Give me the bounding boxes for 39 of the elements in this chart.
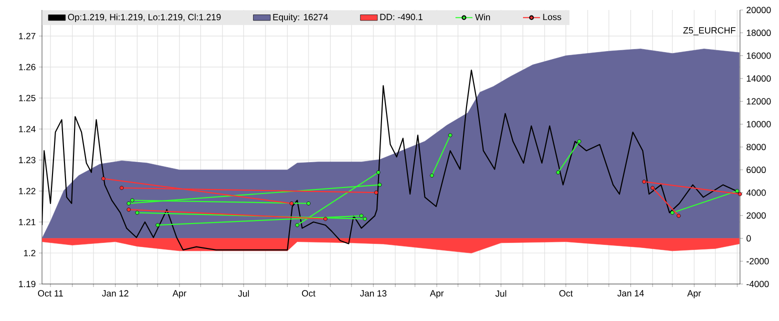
- x-tick-label: Apr: [430, 290, 444, 298]
- x-tick-label: Jan 12: [102, 290, 128, 297]
- y2-tick-label: 4000: [746, 189, 766, 196]
- legend-label: DD: -490.1: [380, 14, 422, 20]
- y-tick-label: 1.23: [19, 156, 36, 164]
- x-tick-label: Jul: [495, 290, 506, 297]
- y2-tick-label: 18000: [746, 30, 771, 36]
- y-tick-label: 1.24: [19, 126, 36, 132]
- y2-tick-label: 2000: [746, 212, 766, 219]
- y2-tick-label: 16000: [746, 52, 771, 59]
- x-tick-label: Jan 13: [360, 290, 386, 297]
- y2-tick-label: 8000: [746, 144, 766, 150]
- y2-tick-label: -4000: [746, 280, 769, 288]
- y2-tick-label: 10000: [746, 120, 771, 128]
- x-tick-label: Apr: [172, 290, 186, 298]
- x-tick-label: Apr: [687, 290, 702, 298]
- x-tick-label: Oct: [302, 290, 316, 297]
- y2-tick-label: -2000: [746, 258, 769, 264]
- legend-label: Equity: 16274: [273, 14, 328, 22]
- y-tick-label: 1.25: [19, 94, 36, 102]
- text: Z5_EURCHF: [683, 27, 736, 36]
- x-tick-label: Oct 11: [38, 290, 63, 297]
- y-tick-label: 1.22: [19, 188, 36, 194]
- legend-label: Loss: [543, 14, 562, 20]
- y2-tick-label: 20000: [746, 6, 771, 14]
- y2-tick-label: 6000: [746, 166, 766, 174]
- y-tick-label: 1.26: [19, 64, 36, 70]
- x-tick-label: Jan 14: [617, 290, 644, 296]
- y2-tick-label: 14000: [746, 75, 771, 82]
- y-tick-label: 1.21: [19, 218, 36, 226]
- y2-tick-label: 0: [746, 235, 751, 242]
- y-tick-label: 1.2: [24, 250, 36, 256]
- x-tick-label: Oct: [559, 290, 573, 297]
- legend-label: Op:1.219, Hi:1.219, Lo:1.219, Cl:1.219: [68, 14, 221, 22]
- x-tick-label: Jul: [238, 290, 249, 297]
- y-tick-label: 1.19: [19, 280, 36, 288]
- y-tick-label: 1.27: [19, 32, 36, 40]
- legend-label: Win: [475, 14, 490, 20]
- y2-tick-label: 12000: [746, 98, 771, 105]
